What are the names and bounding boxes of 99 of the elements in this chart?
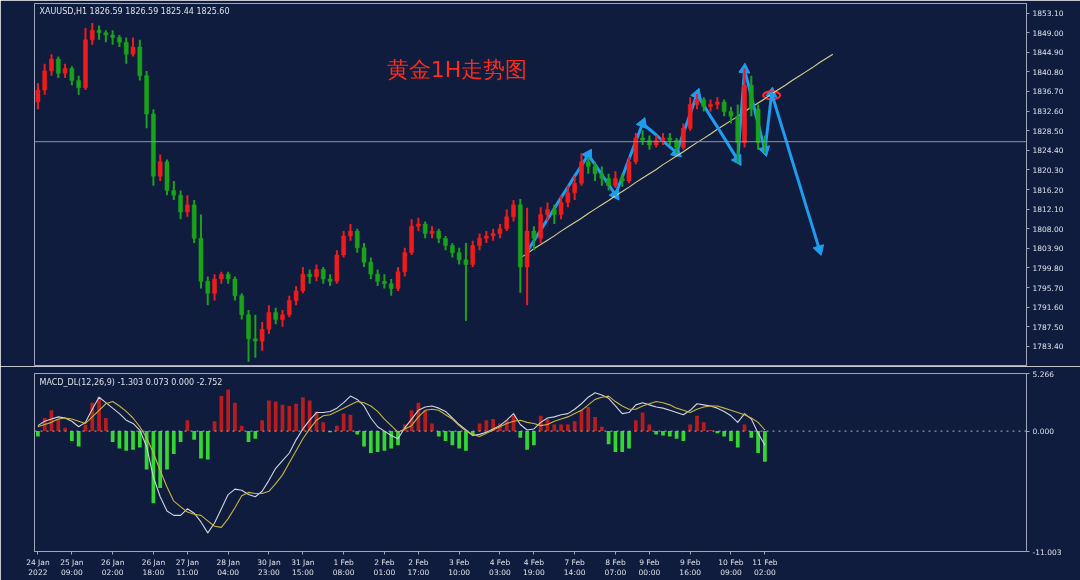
bar bbox=[464, 431, 468, 451]
bar bbox=[559, 424, 563, 432]
candlestick bbox=[361, 242, 367, 268]
bar bbox=[532, 431, 536, 446]
candlestick bbox=[395, 265, 401, 292]
candlestick bbox=[123, 36, 129, 65]
bar bbox=[171, 431, 176, 455]
bar bbox=[457, 431, 462, 449]
bar bbox=[36, 431, 40, 437]
bar bbox=[606, 431, 611, 445]
bar bbox=[287, 405, 292, 432]
chart-subtitle: XAUUSD,H1 1826.59 1826.59 1825.44 1825.60 bbox=[39, 6, 230, 16]
bar bbox=[667, 431, 672, 437]
candlestick bbox=[253, 313, 258, 359]
bar bbox=[260, 420, 264, 432]
bar bbox=[450, 431, 455, 446]
bar bbox=[294, 403, 298, 432]
bar bbox=[321, 422, 326, 432]
bar bbox=[301, 397, 305, 432]
candlestick bbox=[463, 242, 469, 323]
candlestick bbox=[178, 189, 183, 221]
bar bbox=[70, 431, 74, 441]
bar bbox=[267, 400, 271, 432]
bar bbox=[233, 402, 237, 432]
bar bbox=[593, 416, 597, 432]
candlestick bbox=[354, 227, 360, 254]
text: MACD_DL(12,26,9) -1.303 0.073 0.000 -2.752 bbox=[39, 377, 223, 387]
candlestick bbox=[212, 273, 217, 302]
candlestick bbox=[470, 239, 476, 268]
candlestick bbox=[572, 175, 577, 202]
bar bbox=[701, 422, 706, 432]
candlestick bbox=[681, 122, 686, 151]
candlestick bbox=[579, 152, 584, 187]
bar bbox=[355, 431, 360, 435]
bar bbox=[205, 431, 210, 460]
bar bbox=[695, 415, 699, 432]
bar bbox=[341, 413, 346, 432]
candlestick bbox=[259, 320, 265, 352]
bar bbox=[430, 423, 434, 432]
bar bbox=[226, 389, 231, 432]
bar bbox=[729, 431, 733, 441]
candlestick bbox=[551, 203, 557, 225]
bar bbox=[552, 424, 557, 432]
bar bbox=[110, 431, 115, 443]
text: 黄金1H走势图 bbox=[386, 57, 528, 82]
bar bbox=[749, 431, 754, 438]
bar bbox=[722, 431, 727, 437]
candlestick bbox=[531, 225, 537, 252]
candlestick bbox=[626, 156, 632, 185]
candlestick bbox=[368, 256, 374, 280]
bar bbox=[199, 431, 203, 459]
bar bbox=[436, 431, 441, 437]
candlestick bbox=[246, 309, 251, 363]
bar bbox=[158, 431, 163, 489]
bar bbox=[334, 425, 339, 432]
candlestick bbox=[300, 265, 306, 295]
bar bbox=[423, 410, 428, 432]
bar bbox=[620, 431, 625, 452]
bar bbox=[654, 431, 659, 435]
candlestick bbox=[157, 153, 163, 182]
bar bbox=[763, 431, 767, 462]
bar bbox=[484, 420, 489, 432]
candlestick bbox=[402, 246, 408, 278]
candlestick bbox=[633, 132, 639, 166]
candlestick bbox=[185, 194, 190, 218]
point bbox=[812, 244, 825, 256]
bar bbox=[572, 421, 577, 432]
candlestick bbox=[49, 53, 54, 77]
candlestick bbox=[205, 275, 211, 307]
bar bbox=[627, 431, 631, 449]
bar bbox=[239, 425, 244, 432]
bar bbox=[219, 396, 224, 432]
bar bbox=[525, 431, 529, 450]
candlestick bbox=[504, 208, 510, 233]
bar bbox=[715, 431, 720, 434]
bar bbox=[103, 417, 108, 432]
candlestick bbox=[545, 201, 550, 223]
bar bbox=[124, 431, 129, 451]
bar bbox=[633, 420, 638, 432]
bar bbox=[735, 431, 740, 448]
bar bbox=[131, 431, 135, 450]
bar bbox=[599, 426, 604, 432]
bar bbox=[586, 407, 591, 432]
candlestick bbox=[130, 36, 136, 58]
bar bbox=[165, 431, 169, 470]
candlestick bbox=[538, 206, 543, 245]
bar bbox=[76, 431, 81, 447]
candlestick bbox=[511, 199, 516, 223]
bar bbox=[661, 431, 665, 436]
bar bbox=[273, 401, 278, 432]
candlestick bbox=[266, 304, 272, 335]
bar bbox=[362, 431, 366, 447]
bar bbox=[518, 431, 523, 438]
candlestick bbox=[89, 22, 95, 46]
candlestick bbox=[55, 55, 61, 80]
bar bbox=[566, 424, 570, 432]
bar bbox=[192, 431, 197, 440]
bar bbox=[253, 431, 258, 439]
bar bbox=[368, 431, 373, 453]
